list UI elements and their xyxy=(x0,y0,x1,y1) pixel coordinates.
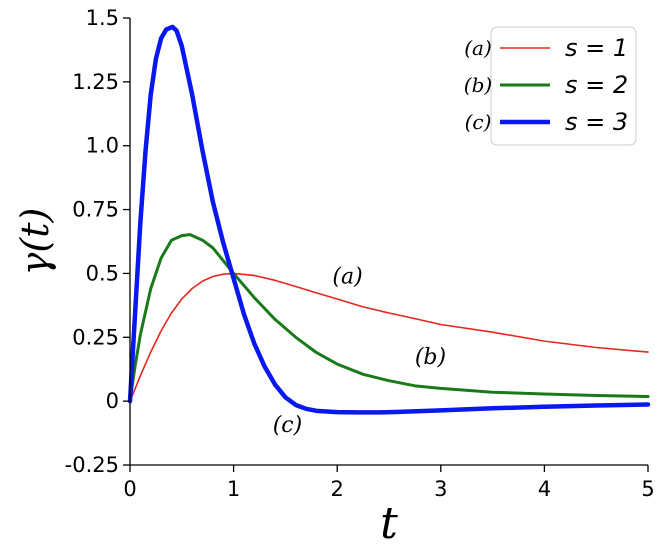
x-tick-label: 1 xyxy=(227,477,240,501)
legend-tag: (c) xyxy=(465,110,492,134)
series-layer xyxy=(127,24,651,415)
x-tick-label: 2 xyxy=(331,477,344,501)
y-tick-label: 0.5 xyxy=(86,261,119,285)
curve-annotation: (b) xyxy=(415,345,446,370)
y-tick-label: 1.0 xyxy=(86,134,119,158)
legend: (a) s = 1 (b) s = 2 (c) s = 3 xyxy=(464,26,637,146)
legend-label: s = 3 xyxy=(565,108,628,136)
series-line-2 xyxy=(128,233,650,403)
curve-annotation: (c) xyxy=(273,413,303,438)
y-tick-label: 1.5 xyxy=(86,6,119,30)
series-line-3 xyxy=(127,24,651,415)
x-tick-label: 5 xyxy=(641,477,654,501)
x-axis-title: t xyxy=(380,498,398,545)
legend-box xyxy=(490,26,637,146)
y-tick-label: 0.25 xyxy=(72,325,119,349)
legend-tag: (a) xyxy=(464,36,492,60)
x-tick-label: 3 xyxy=(434,477,447,501)
x-tick-label: 4 xyxy=(538,477,551,501)
series-line-1 xyxy=(129,272,649,402)
curve-annotations: (a) (b) (c) xyxy=(273,265,446,438)
x-tick-label: 0 xyxy=(123,477,136,501)
y-tick-label: 0 xyxy=(106,389,119,413)
y-tick-label: 0.75 xyxy=(72,198,119,222)
legend-tag: (b) xyxy=(464,73,492,97)
legend-label: s = 2 xyxy=(565,71,628,99)
legend-label: s = 1 xyxy=(565,34,628,62)
y-tick-label: -0.25 xyxy=(65,453,119,477)
y-axis-title: γ(t) xyxy=(13,208,57,276)
y-tick-label: 1.25 xyxy=(72,70,119,94)
curve-annotation: (a) xyxy=(332,265,362,290)
